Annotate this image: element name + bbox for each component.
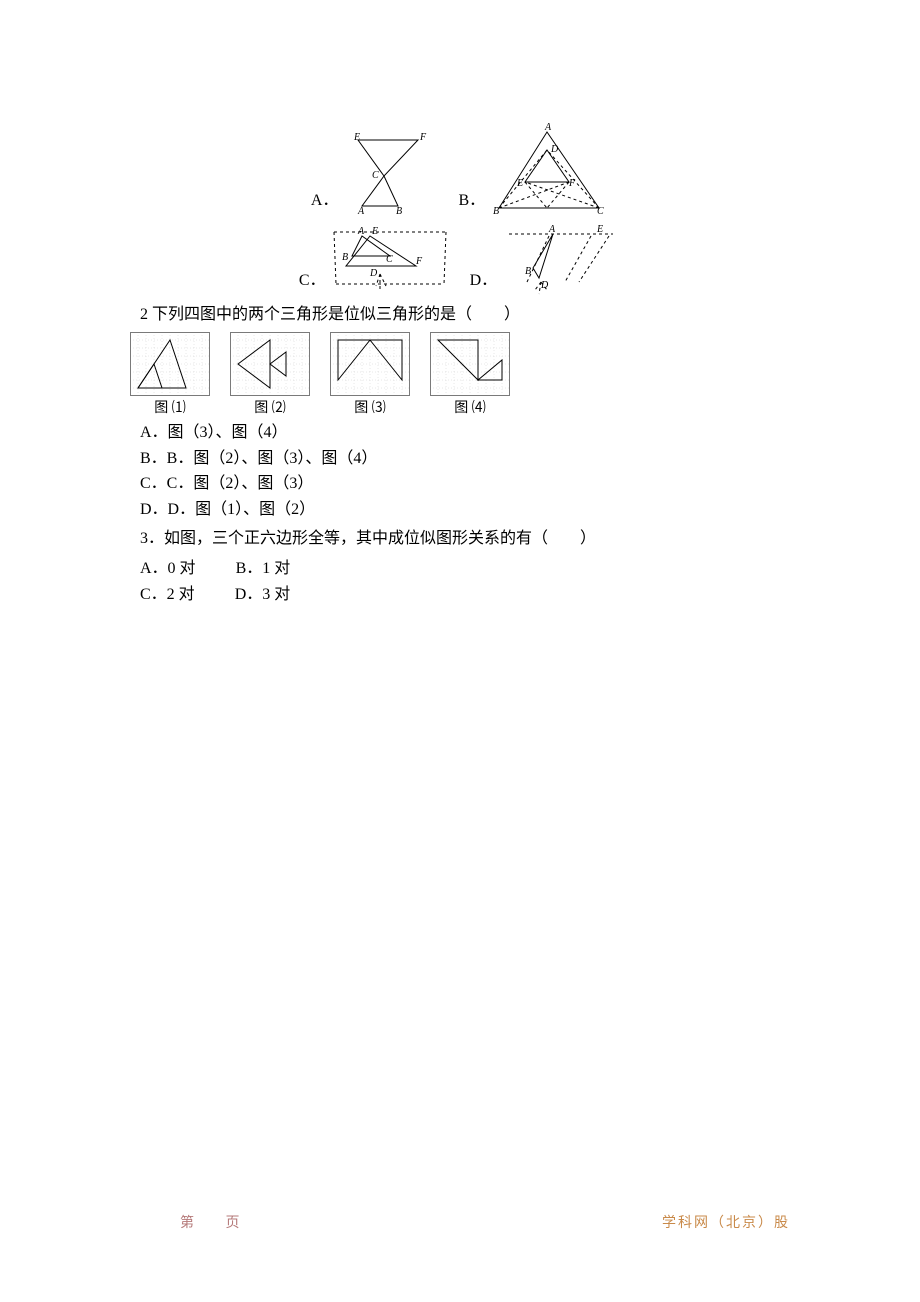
- svg-text:E: E: [353, 132, 360, 143]
- figure-cell-B: B． AD E F B C: [458, 120, 609, 216]
- grid-cap-4: 图 ⑷: [454, 398, 486, 420]
- svg-text:E: E: [596, 224, 603, 235]
- svg-text:A: A: [357, 226, 365, 237]
- figure-label-A: A．: [311, 188, 339, 216]
- grid-fig-4: 图 ⑷: [430, 332, 510, 420]
- figure-label-D: D．: [470, 268, 498, 296]
- q3-opt-A: A．0 对: [140, 556, 196, 582]
- grid-svg-4: [430, 332, 510, 396]
- svg-text:A: A: [548, 224, 556, 235]
- svg-text:D: D: [369, 268, 378, 279]
- svg-text:C: C: [597, 206, 604, 216]
- grid-svg-2: [230, 332, 310, 396]
- figure-cell-C: C． AE B C F D: [299, 222, 450, 296]
- svg-text:F: F: [419, 132, 427, 143]
- footer-right: 学科网（北京）股: [662, 1212, 790, 1232]
- q2-opt-C: C．C．图（2）、图（3）: [140, 471, 780, 497]
- svg-text:B: B: [525, 266, 531, 277]
- svg-text:E: E: [371, 226, 378, 237]
- svg-text:B: B: [493, 206, 499, 216]
- grid-svg-1: [130, 332, 210, 396]
- figure-label-B: B．: [458, 188, 485, 216]
- question-2-text: 2 下列四图中的两个三角形是位似三角形的是（ ）: [140, 302, 780, 328]
- q2-opt-B: B．B．图（2）、图（3）、图（4）: [140, 446, 780, 472]
- figure-C-svg: AE B C F D: [330, 222, 450, 296]
- grid-cap-3: 图 ⑶: [354, 398, 386, 420]
- q3-opt-B: B．1 对: [236, 556, 291, 582]
- figure-A-svg: E F C A B: [342, 120, 438, 216]
- figure-row-1: A． EFCAB B． ADEFBC: [140, 120, 780, 216]
- q3-opt-C: C．2 对: [140, 582, 195, 608]
- page-footer: 第 页 学科网（北京）股: [0, 1212, 920, 1232]
- svg-text:C: C: [372, 170, 379, 181]
- svg-text:E: E: [516, 178, 523, 189]
- grid-cap-1: 图 ⑴: [154, 398, 186, 420]
- svg-text:F: F: [415, 256, 423, 267]
- svg-text:A: A: [357, 206, 365, 216]
- svg-text:D: D: [550, 144, 559, 155]
- figure-cell-D: D． A E BD: [470, 222, 622, 296]
- figure-B-svg: AD E F B C: [489, 120, 609, 216]
- svg-text:B: B: [396, 206, 402, 216]
- q3-opts-row1: A．0 对 B．1 对: [140, 556, 780, 582]
- question-2-figures: 图 ⑴ 图 ⑵ 图 ⑶ 图 ⑷: [130, 332, 780, 420]
- grid-cap-2: 图 ⑵: [254, 398, 286, 420]
- figure-row-2: C． AEBCFD D． AEBD: [140, 222, 780, 296]
- q3-opts-row2: C．2 对 D．3 对: [140, 582, 780, 608]
- svg-text:B: B: [342, 252, 348, 263]
- svg-text:A: A: [544, 122, 552, 133]
- q2-opt-A: A．图（3）、图（4）: [140, 420, 780, 446]
- svg-text:C: C: [386, 254, 393, 265]
- grid-svg-3: [330, 332, 410, 396]
- figure-cell-A: A． E F C A B: [311, 120, 439, 216]
- grid-fig-1: 图 ⑴: [130, 332, 210, 420]
- svg-text:D: D: [540, 280, 549, 291]
- q2-opt-D: D．D．图（1）、图（2）: [140, 497, 780, 523]
- q3-opt-D: D．3 对: [235, 582, 291, 608]
- grid-fig-2: 图 ⑵: [230, 332, 310, 420]
- figure-D-svg: A E BD: [501, 222, 621, 296]
- grid-fig-3: 图 ⑶: [330, 332, 410, 420]
- question-3-text: 3．如图，三个正六边形全等，其中成位似图形关系的有（ ）: [140, 526, 780, 552]
- footer-left: 第 页: [180, 1212, 254, 1232]
- figure-label-C: C．: [299, 268, 326, 296]
- svg-text:F: F: [568, 178, 576, 189]
